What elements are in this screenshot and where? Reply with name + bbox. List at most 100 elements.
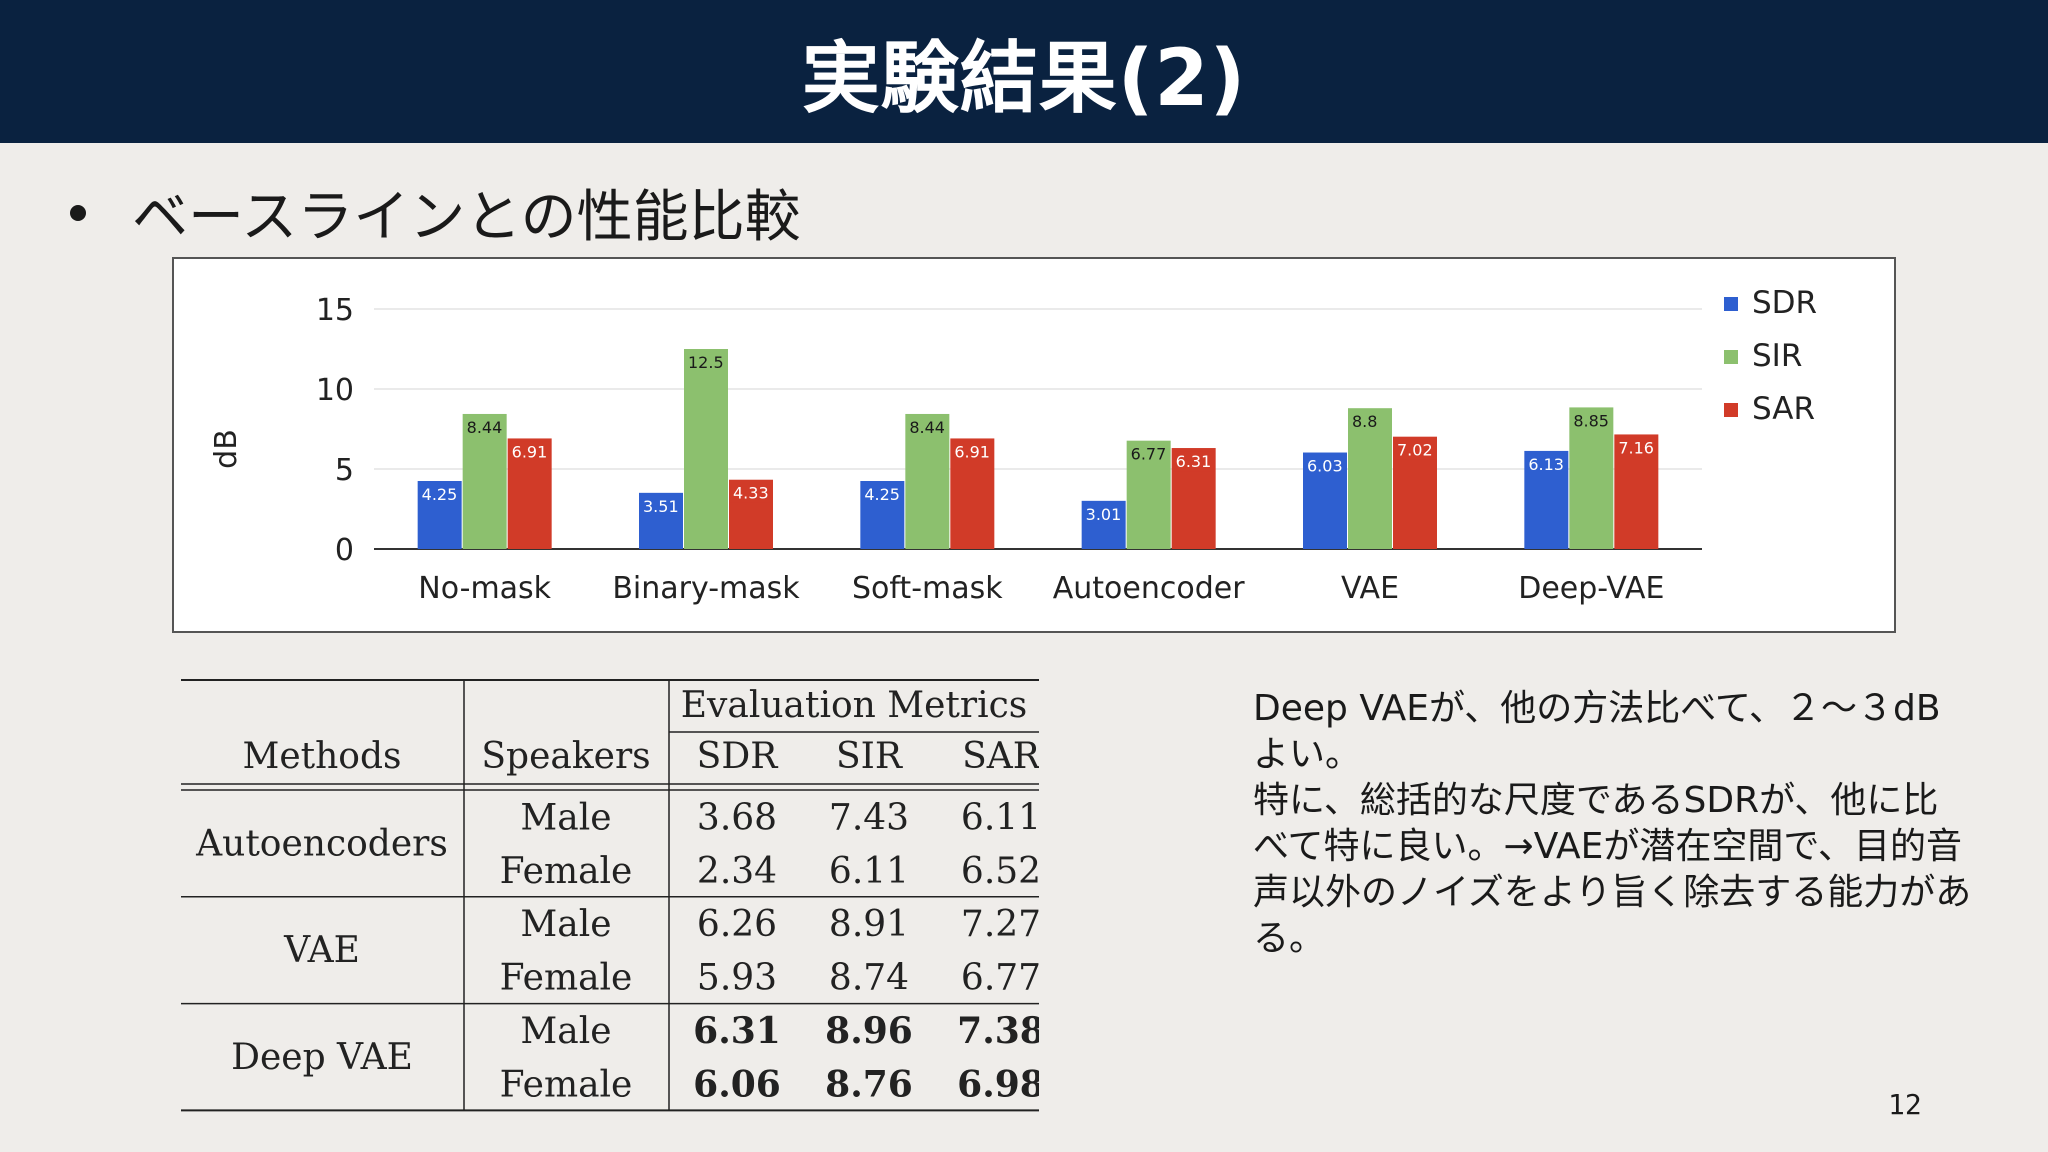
data-label-bg (1394, 439, 1436, 460)
data-label: 8.8 (1352, 412, 1377, 431)
data-label-bg (1615, 437, 1658, 458)
cell-speaker: Female (500, 851, 633, 892)
data-label: 3.01 (1086, 505, 1122, 524)
page-number: 12 (1888, 1088, 1922, 1121)
data-label: 3.51 (643, 497, 679, 516)
cell-value: 7.27 (961, 904, 1039, 945)
bullet-item: ベースラインとの性能比較 (70, 172, 801, 253)
legend-label: SAR (1752, 391, 1815, 427)
cell-value: 3.68 (697, 797, 777, 838)
data-label-bg (951, 441, 994, 462)
description-text: Deep VAEが、他の方法比べて、２〜３dBよい。 特に、総括的な尺度であるS… (1253, 686, 1973, 962)
cell-speaker: Female (500, 1064, 633, 1105)
y-axis-label: dB (209, 429, 244, 469)
data-label-bg (906, 416, 949, 437)
results-table-svg: Evaluation Metrics Methods Speakers SDR SIR S… (181, 679, 1039, 1112)
data-label: 8.44 (909, 418, 945, 437)
cell-value: 8.76 (825, 1063, 913, 1105)
header-metric: SAR (962, 736, 1039, 777)
cell-speaker: Male (520, 1011, 611, 1052)
y-tick-label: 10 (316, 373, 354, 408)
y-tick-label: 5 (335, 453, 354, 488)
bar-sir (684, 349, 728, 549)
cell-value: 8.74 (829, 958, 909, 999)
data-label: 8.85 (1573, 411, 1609, 430)
legend-swatch (1724, 403, 1738, 417)
results-table: Evaluation Metrics Methods Speakers SDR SIR S… (181, 678, 1039, 1118)
cell-value: 6.77 (961, 958, 1039, 999)
bullet-text: ベースラインとの性能比較 (132, 185, 801, 250)
legend-label: SDR (1752, 285, 1817, 321)
data-label-bg (1172, 451, 1215, 472)
data-label-bg (1082, 503, 1125, 524)
y-tick-label: 0 (335, 533, 354, 568)
legend-label: SIR (1752, 338, 1802, 374)
cell-value: 6.26 (697, 904, 777, 945)
cell-method: VAE (283, 930, 360, 971)
bar-sir (1348, 408, 1392, 549)
description-line-2: 特に、総括的な尺度であるSDRが、他に比べて特に良い。→VAEが潜在空間で、目的… (1253, 780, 1972, 959)
cell-method: Deep VAE (231, 1037, 413, 1078)
cell-value: 8.91 (829, 904, 909, 945)
data-label-bg (463, 416, 506, 437)
data-label: 7.02 (1397, 441, 1433, 460)
cell-value: 8.96 (825, 1010, 913, 1052)
cell-value: 7.38 (957, 1010, 1039, 1052)
cell-value: 6.52 (961, 851, 1039, 892)
legend-swatch (1724, 350, 1738, 364)
data-label-bg (418, 484, 461, 504)
legend-swatch (1724, 297, 1738, 311)
bar-chart: 0 5 10 15 dB 4.25 8.44 6.91 No-mask 3.51 12.5 4.33 B… (172, 257, 1896, 633)
cell-value: 6.11 (829, 851, 909, 892)
title-bar: 実験結果(2) (0, 0, 2048, 143)
x-tick-label: Deep-VAE (1518, 571, 1664, 606)
group-header-label: Evaluation Metrics (681, 685, 1028, 726)
data-label-bg (1525, 453, 1568, 474)
data-label-bg (1304, 455, 1346, 476)
x-tick-label: Autoencoder (1053, 571, 1245, 606)
data-label: 8.44 (467, 418, 503, 437)
slide-title: 実験結果(2) (801, 33, 1247, 124)
x-tick-label: Binary-mask (612, 571, 800, 606)
data-label-bg (1127, 443, 1170, 464)
data-label: 6.91 (954, 442, 990, 461)
cell-speaker: Male (520, 904, 611, 945)
header-metric: SIR (836, 736, 903, 777)
header-methods: Methods (242, 736, 401, 777)
data-label: 12.5 (688, 353, 724, 372)
data-label-bg (508, 441, 551, 462)
cell-speaker: Male (520, 797, 611, 838)
x-tick-label: Soft-mask (852, 571, 1003, 606)
data-label: 7.16 (1618, 438, 1654, 457)
cell-value: 7.43 (829, 797, 909, 838)
cell-speaker: Female (500, 958, 633, 999)
y-tick-label: 15 (316, 293, 354, 328)
data-label-bg (640, 495, 682, 516)
data-label: 4.25 (422, 485, 458, 504)
description-line-1: Deep VAEが、他の方法比べて、２〜３dBよい。 (1253, 688, 1941, 775)
data-label: 6.13 (1528, 455, 1564, 474)
header-speakers: Speakers (481, 736, 650, 777)
data-label-bg (730, 482, 772, 503)
x-tick-label: VAE (1341, 571, 1399, 606)
data-label-bg (1570, 410, 1613, 431)
data-label: 4.33 (733, 484, 769, 503)
x-tick-label: No-mask (418, 571, 551, 606)
data-label: 6.31 (1176, 452, 1212, 471)
header-metric: SDR (697, 736, 779, 777)
data-label-bg (685, 352, 727, 372)
data-label: 6.91 (512, 442, 548, 461)
cell-value: 6.98 (957, 1063, 1039, 1105)
cell-method: Autoencoders (195, 823, 448, 864)
bar-chart-svg: 0 5 10 15 dB 4.25 8.44 6.91 No-mask 3.51 12.5 4.33 B… (209, 285, 1817, 606)
cell-value: 6.31 (693, 1010, 781, 1052)
data-label: 4.25 (864, 485, 900, 504)
cell-value: 5.93 (697, 958, 777, 999)
bar-sir (1569, 407, 1614, 549)
data-label-bg (861, 484, 904, 504)
bullet-dot (70, 204, 86, 221)
data-label: 6.03 (1307, 457, 1343, 476)
cell-value: 6.11 (961, 797, 1039, 838)
data-label-bg (1349, 411, 1382, 432)
cell-value: 6.06 (693, 1063, 781, 1105)
